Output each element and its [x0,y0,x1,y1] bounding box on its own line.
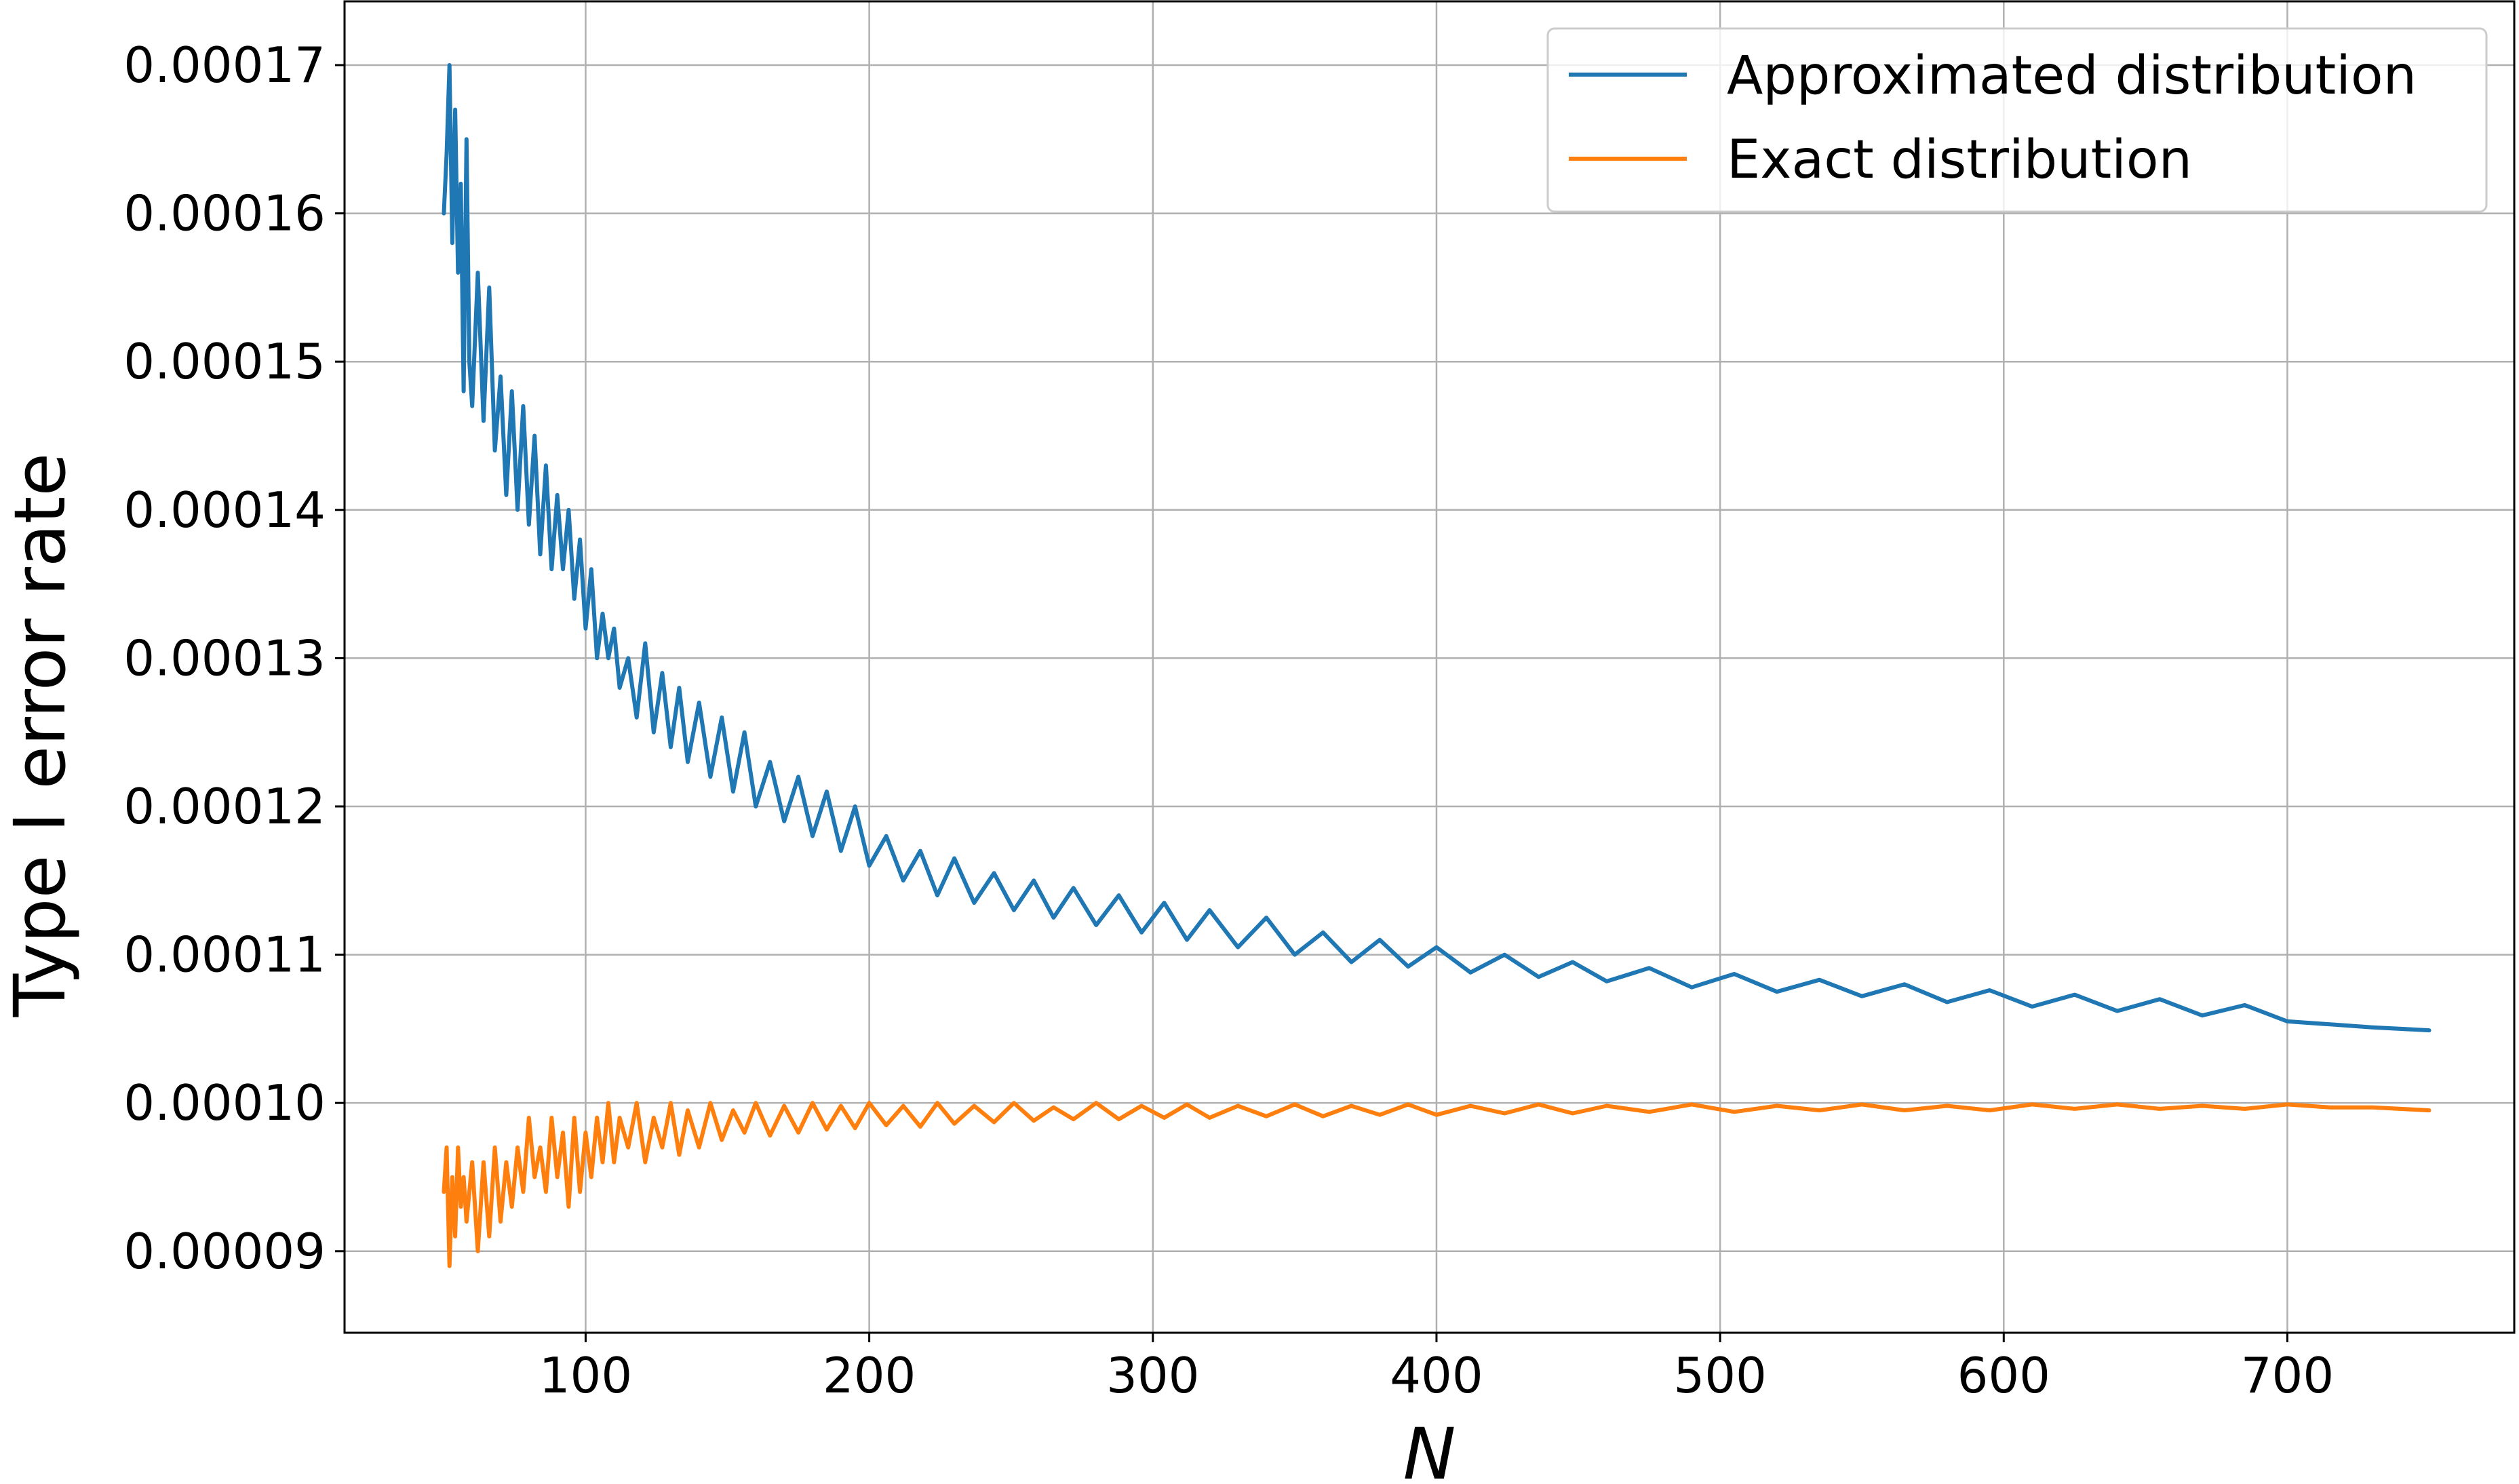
x-tick-label: 400 [1390,1347,1483,1404]
y-tick-label: 0.00015 [123,333,326,390]
y-tick-label: 0.00012 [123,778,326,835]
x-tick-label: 700 [2241,1347,2334,1404]
y-tick-label: 0.00017 [123,37,326,94]
x-tick-label: 300 [1106,1347,1199,1404]
legend: Approximated distribution Exact distribu… [1546,27,2488,213]
y-tick-label: 0.00011 [123,926,326,983]
y-tick-label: 0.00013 [123,629,326,686]
series-line-exact [442,1101,2432,1268]
legend-label-exact: Exact distribution [1727,130,2192,191]
legend-label-approximated: Approximated distribution [1727,45,2417,106]
x-tick-label: 500 [1673,1347,1766,1404]
series-group [442,63,2432,1268]
x-axis-title: N [1403,1413,1456,1484]
y-tick-label: 0.00009 [123,1223,326,1280]
y-axis-title: Type I error rate [0,453,81,1018]
x-tick-label: 100 [539,1347,632,1404]
y-tick-label: 0.00010 [123,1074,326,1131]
plot-frame [343,0,2516,1334]
y-tick-label: 0.00016 [123,185,326,242]
series-line-approximated [442,63,2432,1033]
x-tick-label: 200 [823,1347,916,1404]
legend-box [1546,27,2488,213]
grid [345,1,2514,1333]
ticks: 100 200 300 400 500 600 700 0.00009 0.00010 0.000… [123,37,2334,1404]
y-tick-label: 0.00014 [123,482,326,539]
x-tick-label: 600 [1957,1347,2050,1404]
